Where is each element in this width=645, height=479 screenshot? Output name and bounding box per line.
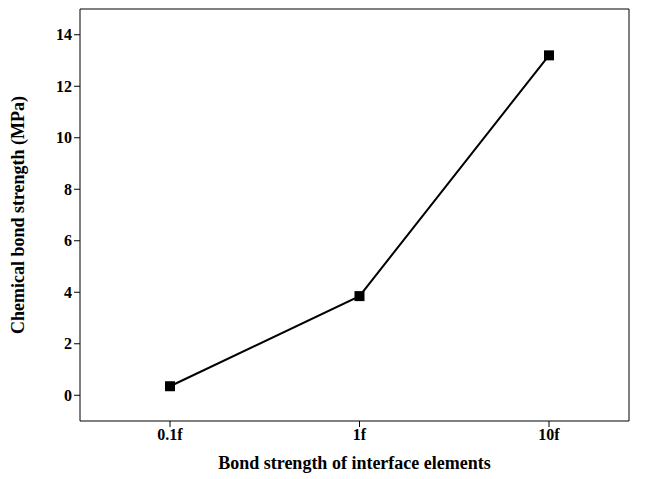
svg-text:Bond strength of interface ele: Bond strength of interface elements (218, 453, 491, 473)
svg-text:0.1f: 0.1f (157, 426, 183, 443)
svg-text:4: 4 (64, 284, 72, 301)
svg-text:10f: 10f (538, 426, 560, 443)
svg-text:2: 2 (64, 335, 72, 352)
svg-text:Chemical bond strength (MPa): Chemical bond strength (MPa) (8, 96, 29, 334)
svg-text:1f: 1f (353, 426, 367, 443)
svg-text:8: 8 (64, 181, 72, 198)
svg-text:12: 12 (56, 78, 72, 95)
svg-text:6: 6 (64, 232, 72, 249)
svg-text:14: 14 (56, 26, 72, 43)
svg-text:10: 10 (56, 129, 72, 146)
svg-text:0: 0 (64, 387, 72, 404)
